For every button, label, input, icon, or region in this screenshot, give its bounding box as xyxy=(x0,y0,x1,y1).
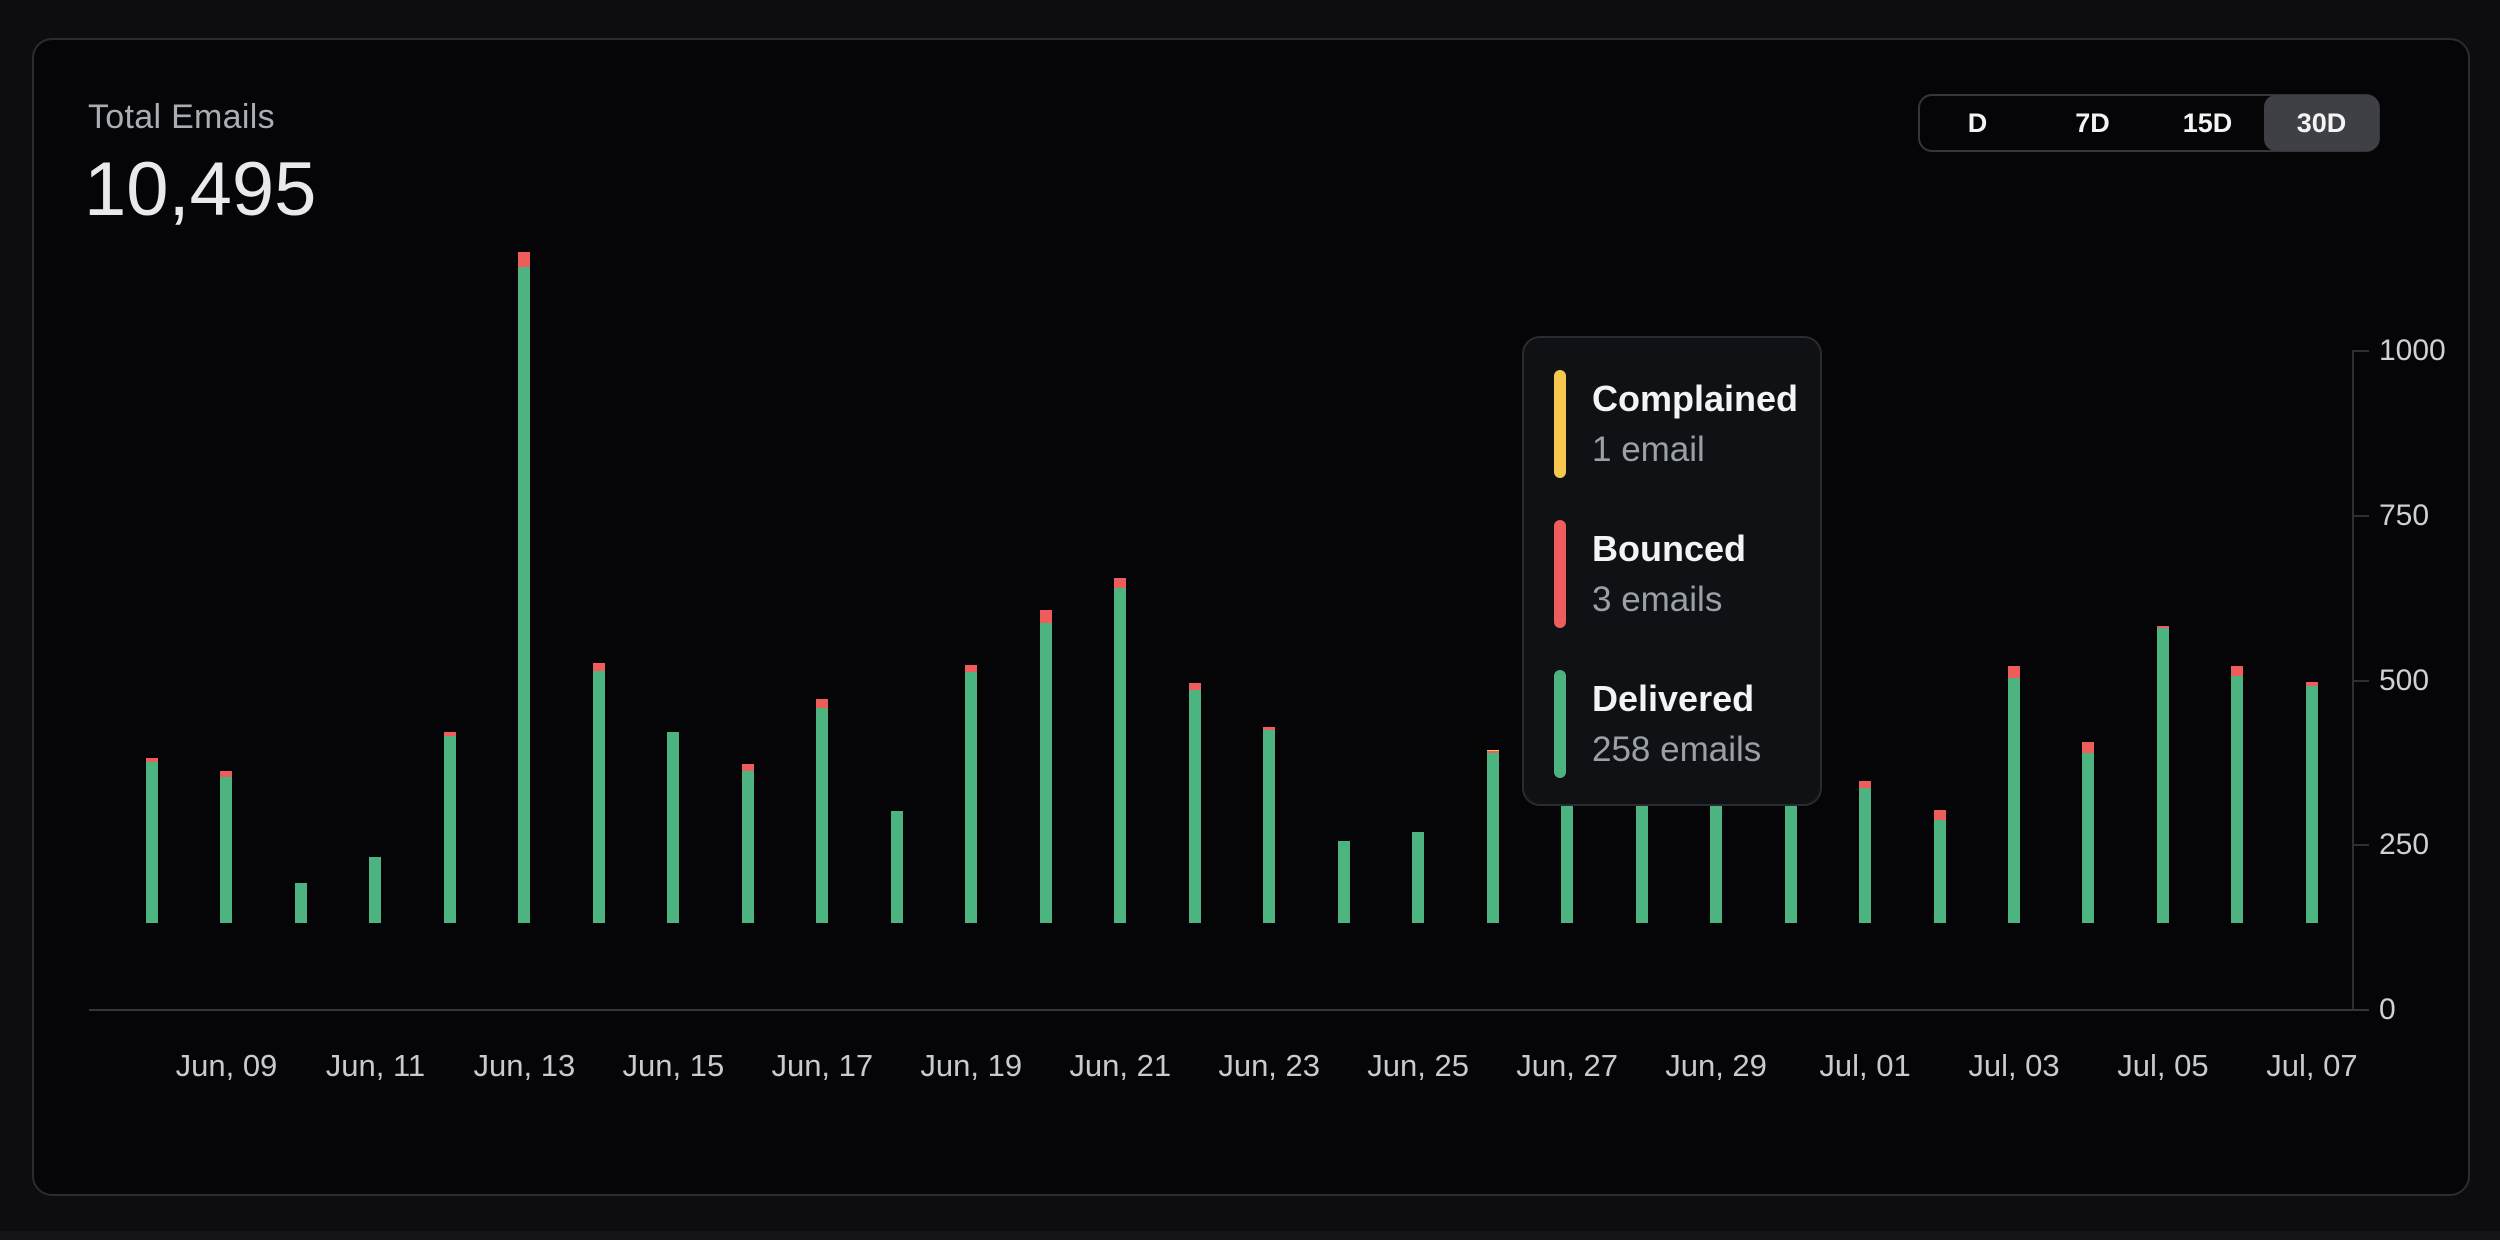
chart-tooltip: Complained 1 email Bounced 3 emails Deli… xyxy=(1522,336,1822,806)
bar-jul-03[interactable] xyxy=(2008,666,2020,923)
x-axis-label: Jul, 05 xyxy=(2117,1048,2209,1083)
bar-jun-22[interactable] xyxy=(1188,683,1201,923)
bar-jun-17[interactable] xyxy=(816,698,829,923)
tooltip-label: Delivered xyxy=(1592,678,1755,720)
bar-jun-14[interactable] xyxy=(592,663,605,923)
delivered-color-pill xyxy=(1554,670,1566,778)
x-axis-label: Jul, 01 xyxy=(1819,1048,1911,1083)
bar-jun-19[interactable] xyxy=(965,665,978,923)
x-axis-label: Jun, 17 xyxy=(771,1048,874,1083)
y-axis-label: 750 xyxy=(2379,498,2430,532)
x-axis-baseline xyxy=(89,1009,2369,1011)
bar-jun-12[interactable] xyxy=(443,731,456,923)
bar-jul-04[interactable] xyxy=(2082,742,2095,923)
x-axis-label: Jun, 21 xyxy=(1069,1048,1172,1083)
y-axis-tick xyxy=(2352,679,2369,682)
bar-jun-23[interactable] xyxy=(1263,726,1276,923)
time-range-selector: D 7D 15D 30D xyxy=(1918,94,2380,152)
bar-jul-05[interactable] xyxy=(2156,626,2169,923)
window-bottom-edge xyxy=(0,1231,2500,1240)
x-axis-label: Jun, 11 xyxy=(325,1048,426,1083)
card-title: Total Emails xyxy=(88,98,275,136)
y-axis-tick xyxy=(2352,514,2369,517)
bar-jun-25[interactable] xyxy=(1412,832,1425,923)
bar-jun-24[interactable] xyxy=(1337,841,1350,923)
tooltip-label: Bounced xyxy=(1592,528,1747,570)
tooltip-item-delivered: Delivered 258 emails xyxy=(1554,670,1820,778)
bar-jun-16[interactable] xyxy=(741,763,754,923)
bar-jun-20[interactable] xyxy=(1039,609,1052,923)
y-axis-label: 250 xyxy=(2379,828,2430,862)
bar-jun-13[interactable] xyxy=(518,252,531,923)
tooltip-value: 258 emails xyxy=(1592,729,1762,769)
bar-jun-21[interactable] xyxy=(1114,578,1127,923)
bar-jun-09[interactable] xyxy=(220,770,233,923)
x-axis-label: Jun, 15 xyxy=(622,1048,725,1083)
complained-color-pill xyxy=(1554,370,1566,478)
range-button-15d[interactable]: 15D xyxy=(2150,96,2265,150)
x-axis-label: Jun, 13 xyxy=(473,1048,576,1083)
x-axis-label: Jul, 03 xyxy=(1968,1048,2060,1083)
y-axis-label: 0 xyxy=(2379,993,2396,1026)
bar-jun-15[interactable] xyxy=(667,731,680,923)
tooltip-label: Complained xyxy=(1592,378,1799,420)
tooltip-value: 1 email xyxy=(1592,429,1705,469)
y-axis-tick xyxy=(2352,350,2369,352)
tooltip-value: 3 emails xyxy=(1592,579,1723,619)
y-axis-label: 1000 xyxy=(2379,334,2446,367)
bar-jul-02[interactable] xyxy=(1933,810,1946,923)
x-axis-label: Jul, 07 xyxy=(2266,1048,2358,1083)
bar-jul-01[interactable] xyxy=(1859,781,1872,923)
x-axis-label: Jun, 27 xyxy=(1516,1048,1618,1083)
total-emails-card: Total Emails 10,495 D 7D 15D 30D Jun, 09… xyxy=(32,38,2470,1196)
x-axis-label: Jun, 19 xyxy=(920,1048,1023,1083)
bar-jun-11[interactable] xyxy=(369,857,382,923)
bar-jul-07[interactable] xyxy=(2305,682,2318,923)
bar-jun-08[interactable] xyxy=(146,758,158,923)
y-axis-tick xyxy=(2352,844,2369,847)
bar-jun-10[interactable] xyxy=(294,882,307,923)
tooltip-item-bounced: Bounced 3 emails xyxy=(1554,520,1820,628)
range-button-7d[interactable]: 7D xyxy=(2035,96,2150,150)
y-axis-line xyxy=(2352,351,2354,1010)
x-axis-label: Jun, 25 xyxy=(1367,1048,1469,1083)
range-button-30d[interactable]: 30D xyxy=(2264,95,2379,151)
tooltip-item-complained: Complained 1 email xyxy=(1554,370,1820,478)
x-axis-label: Jun, 23 xyxy=(1218,1048,1321,1083)
x-axis-label: Jun, 29 xyxy=(1665,1048,1767,1083)
bar-jun-18[interactable] xyxy=(890,810,903,923)
bounced-color-pill xyxy=(1554,520,1566,628)
bar-jun-26[interactable] xyxy=(1486,750,1499,923)
bar-jul-06[interactable] xyxy=(2231,666,2244,923)
range-button-d[interactable]: D xyxy=(1920,96,2035,150)
x-axis-label: Jun, 09 xyxy=(175,1048,278,1083)
total-emails-value: 10,495 xyxy=(84,147,317,232)
y-axis-label: 500 xyxy=(2379,663,2430,697)
